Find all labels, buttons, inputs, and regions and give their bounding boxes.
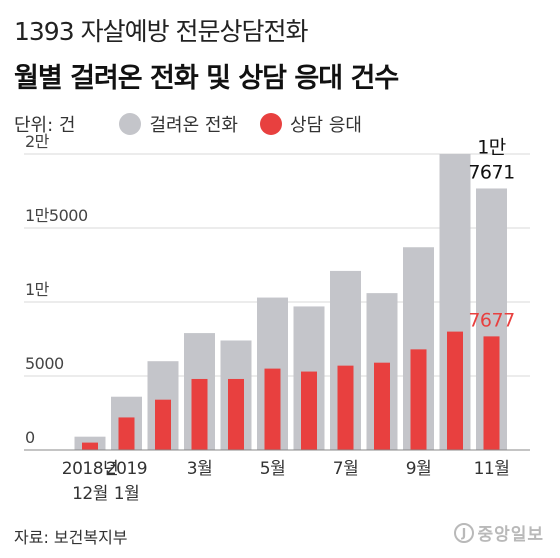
legend-label-answered: 상담 응대 <box>290 115 362 136</box>
bar-answered <box>447 331 463 450</box>
x-tick-label: 2018년 <box>62 459 118 479</box>
x-tick-label: 7월 <box>333 459 358 479</box>
chart-title: 1393 자살예방 전문상담전화 <box>14 17 309 46</box>
bar-answered <box>374 362 390 450</box>
y-tick-label: 2만 <box>25 132 50 151</box>
joongang-logo-icon: J <box>454 522 475 543</box>
x-tick-label: 1월 <box>114 484 139 504</box>
legend-swatch-received <box>119 113 142 135</box>
y-tick-label: 0 <box>25 428 35 447</box>
annotation-received-value: 1만 <box>477 136 506 158</box>
bar-answered <box>118 417 135 450</box>
annotation-answered-value: 7677 <box>468 309 514 331</box>
bar-answered <box>301 371 317 450</box>
bar-answered <box>264 368 281 450</box>
x-tick-label: 11월 <box>474 459 510 479</box>
bar-answered <box>483 336 500 450</box>
legend-item-received: 걸려온 전화 <box>119 111 238 137</box>
x-tick-label: 9월 <box>406 459 431 479</box>
legend-item-answered: 상담 응대 <box>260 111 362 137</box>
bar-answered <box>228 378 244 450</box>
x-tick-label: 3월 <box>187 459 212 479</box>
y-tick-label: 1만5000 <box>25 206 88 225</box>
chart-subtitle: 월별 걸려온 전화 및 상담 응대 건수 <box>14 63 399 94</box>
legend-swatch-answered <box>260 113 282 135</box>
logo-text: 중앙일보 <box>477 525 544 545</box>
x-tick-label: 5월 <box>260 459 285 479</box>
source-note: 자료: 보건복지부 <box>14 528 128 547</box>
bar-answered <box>410 349 427 450</box>
bar-answered <box>191 378 208 450</box>
bar-answered <box>82 442 98 450</box>
y-tick-label: 1만 <box>25 280 50 299</box>
x-tick-label: 2019 <box>106 459 147 479</box>
x-tick-label: 12월 <box>72 484 108 504</box>
unit-label: 단위: 건 <box>14 115 76 136</box>
legend-label-received: 걸려온 전화 <box>149 115 238 136</box>
annotation-received-value: 7671 <box>468 161 514 183</box>
bar-answered <box>155 399 171 450</box>
publisher-logo: J 중앙일보 <box>454 520 544 545</box>
bar-answered <box>337 365 354 450</box>
y-tick-label: 5000 <box>25 354 64 373</box>
legend: 단위: 건 걸려온 전화 상담 응대 <box>14 110 384 138</box>
